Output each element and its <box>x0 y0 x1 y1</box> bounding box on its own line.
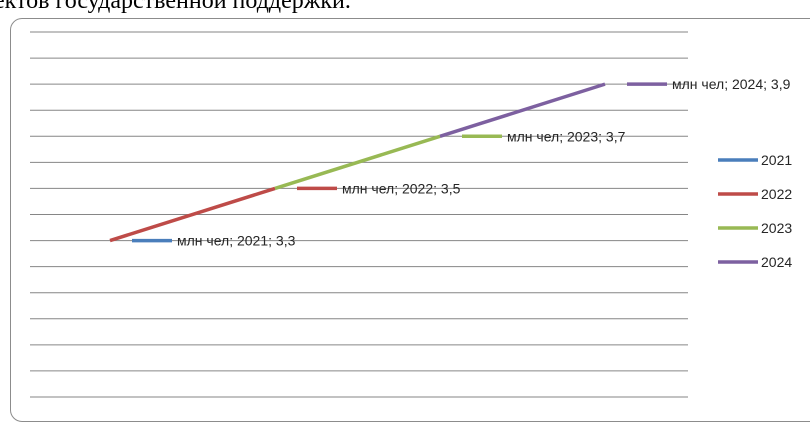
data-label-2023: млн чел; 2023; 3,7 <box>507 128 626 144</box>
data-label-2021: млн чел; 2021; 3,3 <box>177 233 296 249</box>
data-label-2024: млн чел; 2024; 3,9 <box>672 76 791 92</box>
heading-text: ектов государственной поддержки. <box>0 0 351 14</box>
series-line-2023 <box>274 134 441 191</box>
series-line-2022 <box>109 186 276 243</box>
legend-label-2021: 2021 <box>761 152 792 168</box>
legend-label-2024: 2024 <box>761 254 792 270</box>
section-heading: ектов государственной поддержки. <box>0 0 810 32</box>
data-label-2022: млн чел; 2022; 3,5 <box>342 180 461 196</box>
line-chart: млн чел; 2021; 3,3 млн чел; 2022; 3,5 млн … <box>30 31 792 398</box>
series-line-2024 <box>439 82 606 138</box>
legend-label-2023: 2023 <box>761 220 792 236</box>
legend-label-2022: 2022 <box>761 186 792 202</box>
